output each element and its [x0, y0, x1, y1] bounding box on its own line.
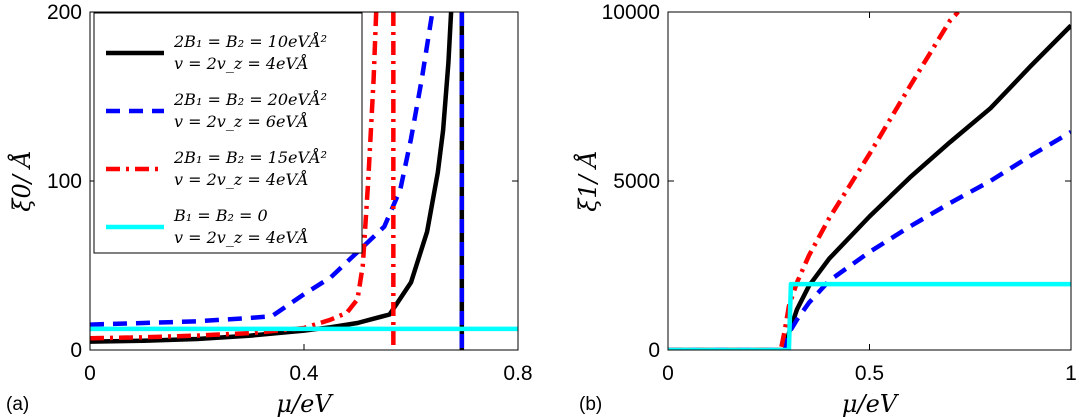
y-axis-label: ξ0/ Å	[7, 150, 36, 212]
series-line-3	[90, 12, 379, 341]
panel-label: (b)	[579, 394, 602, 415]
series-line-1	[668, 23, 1071, 350]
x-tick-label: 1	[1065, 362, 1077, 385]
y-tick-label: 100	[47, 170, 82, 193]
panel-b: 0 0.5 1 0 5000 10000 μ/eV ξ1/ Å (b)	[573, 1, 1077, 417]
legend-label-line1: 2B₁ = B₂ = 20eVÅ²	[173, 89, 327, 109]
x-tick-label: 0.4	[289, 362, 319, 385]
series-line-1	[90, 12, 454, 344]
data-series-group	[90, 12, 518, 350]
x-tick-label: 0	[662, 362, 674, 385]
legend-label-line1: B₁ = B₂ = 0	[173, 206, 268, 225]
x-tick-label: 0.8	[503, 362, 532, 385]
legend-label-line1: 2B₁ = B₂ = 15eVÅ²	[173, 147, 327, 167]
x-tick-label: 0	[84, 362, 96, 385]
series-line-3	[668, 12, 960, 350]
y-tick-label: 5000	[613, 170, 660, 193]
x-tick-label: 0.5	[855, 362, 884, 385]
legend-label-line1: 2B₁ = B₂ = 10eVÅ²	[173, 31, 327, 51]
legend-label-line2: v = 2v_z = 4eVÅ	[174, 169, 309, 189]
legend-label-line2: v = 2v_z = 6eVÅ	[174, 111, 309, 131]
legend-label-line2: v = 2v_z = 4eVÅ	[174, 53, 309, 73]
plot-frame	[667, 11, 1072, 351]
panel-label: (a)	[6, 394, 29, 415]
x-axis-label: μ/eV	[276, 390, 334, 417]
series-line-4	[668, 281, 1071, 350]
y-tick-label: 200	[47, 1, 82, 24]
series-line-2	[668, 130, 1071, 350]
y-tick-label: 0	[70, 339, 82, 362]
y-axis-label: ξ1/ Å	[573, 150, 602, 212]
x-axis-label: μ/eV	[842, 390, 900, 417]
legend-box	[93, 12, 363, 254]
panel-a: 0 0.4 0.8 0 100 200 μ/eV ξ0/ Å (a) 2B₁ = B₂ = 10e…	[6, 1, 533, 417]
y-tick-label: 10000	[602, 1, 660, 24]
y-tick-label: 0	[648, 339, 660, 362]
data-series-group	[668, 12, 1071, 350]
legend-label-line2: v = 2v_z = 4eVÅ	[174, 227, 309, 247]
series-line-2	[90, 12, 435, 327]
